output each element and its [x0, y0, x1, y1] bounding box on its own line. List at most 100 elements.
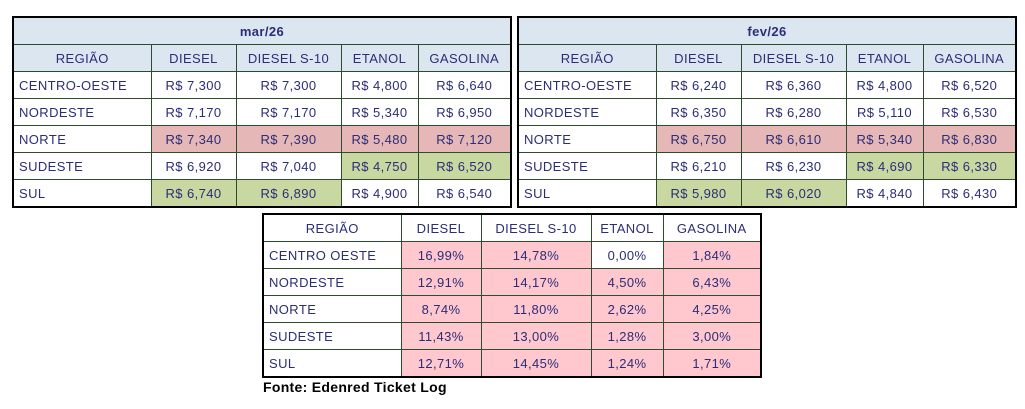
- price-cell[interactable]: R$ 7,300: [235, 71, 342, 99]
- col-header-etanol[interactable]: ETANOL: [845, 44, 924, 72]
- price-cell[interactable]: R$ 4,900: [340, 179, 419, 208]
- price-cell[interactable]: R$ 6,350: [655, 98, 742, 126]
- table-row: NORTE R$ 6,750 R$ 6,610 R$ 5,340 R$ 6,83…: [517, 125, 1017, 153]
- price-cell[interactable]: R$ 6,750: [655, 125, 742, 153]
- price-cell[interactable]: R$ 6,020: [740, 179, 847, 208]
- col-header-etanol[interactable]: ETANOL: [340, 44, 419, 72]
- table-row: NORDESTE 12,91% 14,17% 4,50% 6,43%: [262, 268, 762, 296]
- region-label[interactable]: CENTRO-OESTE: [12, 71, 152, 99]
- price-cell[interactable]: R$ 7,170: [235, 98, 342, 126]
- variation-cell[interactable]: 11,43%: [400, 322, 482, 350]
- price-cell[interactable]: R$ 6,210: [655, 152, 742, 180]
- col-header-diesel-s10[interactable]: DIESEL S-10: [480, 213, 592, 242]
- variation-cell[interactable]: 3,00%: [662, 322, 762, 350]
- region-label[interactable]: SUL: [262, 349, 402, 378]
- price-cell[interactable]: R$ 5,110: [845, 98, 924, 126]
- region-label[interactable]: CENTRO OESTE: [262, 241, 402, 269]
- col-header-regiao[interactable]: REGIÃO: [517, 44, 657, 72]
- col-header-regiao[interactable]: REGIÃO: [12, 44, 152, 72]
- variation-cell[interactable]: 1,28%: [590, 322, 664, 350]
- price-cell[interactable]: R$ 6,240: [655, 71, 742, 99]
- region-label[interactable]: SUDESTE: [517, 152, 657, 180]
- price-cell[interactable]: R$ 4,690: [845, 152, 924, 180]
- table-row: SUL R$ 5,980 R$ 6,020 R$ 4,840 R$ 6,430: [517, 179, 1017, 208]
- col-header-gasolina[interactable]: GASOLINA: [417, 44, 512, 72]
- variation-cell[interactable]: 0,00%: [590, 241, 664, 269]
- price-cell[interactable]: R$ 7,120: [417, 125, 512, 153]
- region-label[interactable]: SUDESTE: [12, 152, 152, 180]
- price-cell[interactable]: R$ 6,540: [417, 179, 512, 208]
- variation-cell[interactable]: 14,78%: [480, 241, 592, 269]
- region-label[interactable]: SUDESTE: [262, 322, 402, 350]
- variation-table: REGIÃO DIESEL DIESEL S-10 ETANOL GASOLIN…: [262, 213, 762, 378]
- col-header-diesel[interactable]: DIESEL: [150, 44, 237, 72]
- table-row: SUDESTE R$ 6,920 R$ 7,040 R$ 4,750 R$ 6,…: [12, 152, 512, 180]
- price-cell[interactable]: R$ 7,300: [150, 71, 237, 99]
- region-label[interactable]: NORTE: [12, 125, 152, 153]
- variation-cell[interactable]: 11,80%: [480, 295, 592, 323]
- price-cell[interactable]: R$ 4,750: [340, 152, 419, 180]
- variation-cell[interactable]: 12,71%: [400, 349, 482, 378]
- region-label[interactable]: SUL: [517, 179, 657, 208]
- price-cell[interactable]: R$ 6,230: [740, 152, 847, 180]
- variation-cell[interactable]: 2,62%: [590, 295, 664, 323]
- variation-cell[interactable]: 8,74%: [400, 295, 482, 323]
- variation-cell[interactable]: 14,17%: [480, 268, 592, 296]
- price-cell[interactable]: R$ 6,280: [740, 98, 847, 126]
- price-cell[interactable]: R$ 6,360: [740, 71, 847, 99]
- table-row: NORTE 8,74% 11,80% 2,62% 4,25%: [262, 295, 762, 323]
- source-note: Fonte: Edenred Ticket Log: [263, 379, 447, 395]
- price-cell[interactable]: R$ 6,830: [922, 125, 1017, 153]
- variation-cell[interactable]: 4,25%: [662, 295, 762, 323]
- price-cell[interactable]: R$ 5,340: [845, 125, 924, 153]
- region-label[interactable]: NORTE: [262, 295, 402, 323]
- price-cell[interactable]: R$ 6,530: [922, 98, 1017, 126]
- price-cell[interactable]: R$ 7,040: [235, 152, 342, 180]
- col-header-diesel[interactable]: DIESEL: [655, 44, 742, 72]
- col-header-regiao[interactable]: REGIÃO: [262, 213, 402, 242]
- region-label[interactable]: CENTRO-OESTE: [517, 71, 657, 99]
- price-cell[interactable]: R$ 4,800: [340, 71, 419, 99]
- variation-cell[interactable]: 1,24%: [590, 349, 664, 378]
- col-header-gasolina[interactable]: GASOLINA: [922, 44, 1017, 72]
- variation-cell[interactable]: 6,43%: [662, 268, 762, 296]
- price-cell[interactable]: R$ 6,890: [235, 179, 342, 208]
- price-cell[interactable]: R$ 6,920: [150, 152, 237, 180]
- col-header-diesel-s10[interactable]: DIESEL S-10: [740, 44, 847, 72]
- price-cell[interactable]: R$ 6,520: [417, 152, 512, 180]
- price-cell[interactable]: R$ 4,800: [845, 71, 924, 99]
- table-header-row: REGIÃO DIESEL DIESEL S-10 ETANOL GASOLIN…: [12, 44, 512, 72]
- variation-cell[interactable]: 1,71%: [662, 349, 762, 378]
- price-cell[interactable]: R$ 7,170: [150, 98, 237, 126]
- price-cell[interactable]: R$ 4,840: [845, 179, 924, 208]
- col-header-gasolina[interactable]: GASOLINA: [662, 213, 762, 242]
- price-cell[interactable]: R$ 6,330: [922, 152, 1017, 180]
- price-cell[interactable]: R$ 5,980: [655, 179, 742, 208]
- region-label[interactable]: NORDESTE: [12, 98, 152, 126]
- variation-cell[interactable]: 4,50%: [590, 268, 664, 296]
- col-header-diesel-s10[interactable]: DIESEL S-10: [235, 44, 342, 72]
- region-label[interactable]: SUL: [12, 179, 152, 208]
- price-cell[interactable]: R$ 7,390: [235, 125, 342, 153]
- price-cell[interactable]: R$ 6,610: [740, 125, 847, 153]
- col-header-diesel[interactable]: DIESEL: [400, 213, 482, 242]
- variation-cell[interactable]: 12,91%: [400, 268, 482, 296]
- region-label[interactable]: NORDESTE: [262, 268, 402, 296]
- price-cell[interactable]: R$ 6,740: [150, 179, 237, 208]
- variation-cell[interactable]: 14,45%: [480, 349, 592, 378]
- region-label[interactable]: NORDESTE: [517, 98, 657, 126]
- price-cell[interactable]: R$ 5,480: [340, 125, 419, 153]
- region-label[interactable]: NORTE: [517, 125, 657, 153]
- month-title-fev[interactable]: fev/26: [517, 16, 1017, 45]
- price-cell[interactable]: R$ 6,640: [417, 71, 512, 99]
- month-title-mar[interactable]: mar/26: [12, 16, 512, 45]
- variation-cell[interactable]: 16,99%: [400, 241, 482, 269]
- price-cell[interactable]: R$ 6,430: [922, 179, 1017, 208]
- price-cell[interactable]: R$ 7,340: [150, 125, 237, 153]
- price-cell[interactable]: R$ 5,340: [340, 98, 419, 126]
- col-header-etanol[interactable]: ETANOL: [590, 213, 664, 242]
- price-cell[interactable]: R$ 6,950: [417, 98, 512, 126]
- variation-cell[interactable]: 1,84%: [662, 241, 762, 269]
- variation-cell[interactable]: 13,00%: [480, 322, 592, 350]
- price-cell[interactable]: R$ 6,520: [922, 71, 1017, 99]
